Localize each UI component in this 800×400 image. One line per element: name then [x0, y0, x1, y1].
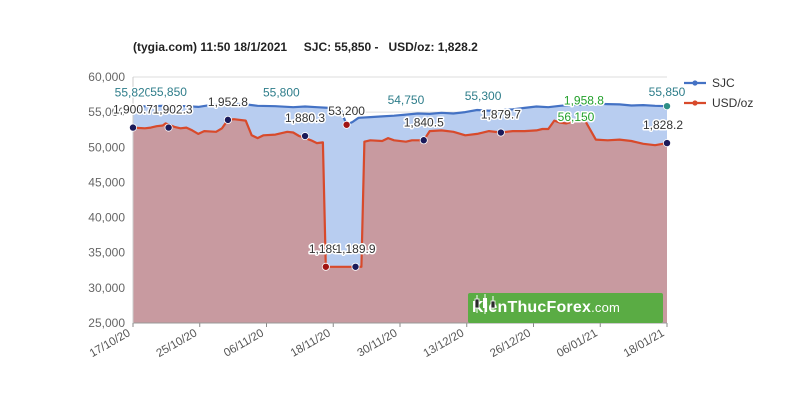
x-tick-label: 18/11/20 [289, 327, 333, 359]
watermark-suffix: .com [591, 300, 621, 315]
data-point-marker [663, 102, 672, 111]
x-tick-label: 26/12/20 [488, 327, 533, 360]
data-point-marker [164, 123, 173, 132]
sjc-line [132, 102, 668, 126]
data-point-marker [128, 123, 137, 132]
x-tick-label: 06/01/21 [555, 327, 600, 360]
data-point-marker [351, 262, 360, 271]
legend-marker [692, 100, 698, 106]
data-point-marker [321, 262, 330, 271]
chart-legend: SJC USD/oz [684, 76, 753, 110]
x-tick-label: 13/12/20 [421, 327, 466, 360]
y-tick-label: 40,000 [88, 211, 125, 225]
legend-label: USD/oz [712, 96, 753, 110]
candlestick-icon [474, 294, 496, 314]
y-tick-label: 50,000 [88, 140, 125, 154]
legend-label: SJC [712, 76, 735, 90]
data-label: 1,958.8 [564, 93, 604, 107]
x-tick-label: 30/11/20 [355, 327, 399, 359]
x-tick-label: 17/10/20 [88, 327, 133, 360]
usd-area [133, 118, 667, 323]
data-label: 54,750 [388, 93, 425, 107]
data-label: 53,200 [328, 104, 365, 118]
data-label: 1,189 [309, 242, 339, 256]
data-label: 55,800 [263, 86, 300, 100]
watermark-main: KienThucForex [472, 299, 592, 316]
chart-title: (tygia.com) 11:50 18/1/2021 SJC: 55,850 … [133, 40, 478, 54]
data-label: 1,189.9 [335, 242, 375, 256]
data-label: 56,150 [558, 110, 595, 124]
data-point-marker [579, 114, 588, 123]
data-point-marker [301, 132, 310, 141]
y-tick-label: 25,000 [88, 316, 125, 330]
chart-areas [133, 103, 667, 323]
y-tick-label: 60,000 [88, 70, 125, 84]
data-label: 1,900.7 [113, 103, 153, 117]
watermark-logo: KienThucForex.com [468, 293, 663, 323]
data-label: 1,952.8 [208, 95, 248, 109]
data-point-marker [663, 139, 672, 148]
data-label: 1,840.5 [404, 115, 444, 129]
data-point-marker [342, 120, 351, 129]
data-point-marker [223, 115, 232, 124]
watermark-text: KienThucForex.com [472, 299, 620, 317]
data-point-marker [496, 128, 505, 137]
legend-marker [692, 80, 698, 86]
data-label: 1,902.3 [153, 103, 193, 117]
data-point-marker [419, 136, 428, 145]
x-tick-label: 06/11/20 [222, 327, 266, 359]
data-label: 55,300 [465, 89, 502, 103]
x-tick-label: 25/10/20 [154, 327, 199, 360]
data-label: 55,820 [115, 85, 152, 99]
x-tick-label: 18/01/21 [622, 327, 667, 360]
y-tick-label: 55,000 [88, 105, 125, 119]
usd-line [132, 117, 668, 268]
data-label: 55,850 [150, 85, 187, 99]
data-label: 1,828.2 [643, 118, 683, 132]
y-tick-label: 45,000 [88, 175, 125, 189]
chart-lines [132, 102, 668, 268]
data-label: 55,850 [649, 85, 686, 99]
chart-markers [128, 102, 672, 271]
y-tick-label: 35,000 [88, 246, 125, 260]
data-label: 1,880.3 [285, 111, 325, 125]
data-label: 1,879.7 [481, 108, 521, 122]
y-tick-label: 30,000 [88, 281, 125, 295]
